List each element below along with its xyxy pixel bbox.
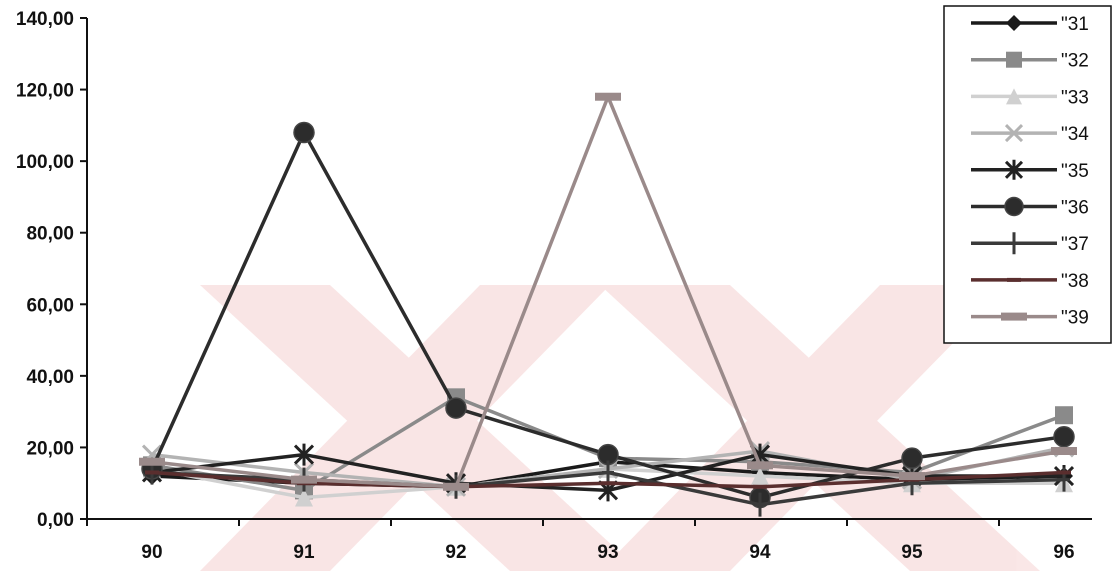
y-tick-label: 0,00 (37, 510, 74, 531)
data-point (595, 92, 621, 101)
legend-item: "31 (971, 14, 1089, 35)
legend-label: "37 (1061, 234, 1089, 255)
data-point (747, 461, 773, 470)
legend-label: "32 (1061, 51, 1089, 72)
y-tick-label: 60,00 (26, 295, 74, 316)
data-point (295, 488, 313, 507)
legend-label: "31 (1061, 14, 1089, 35)
data-point (1006, 88, 1022, 105)
data-point (1055, 406, 1073, 425)
legend-item: "33 (971, 87, 1089, 108)
legend-item: "37 (971, 232, 1089, 255)
legend-item: "36 (971, 196, 1089, 219)
series-lines (139, 92, 1077, 517)
x-tick-label: 93 (597, 542, 618, 563)
y-tick-label: 80,00 (26, 224, 74, 245)
data-point (1004, 159, 1024, 180)
data-point (751, 467, 769, 486)
data-point (899, 472, 925, 481)
data-point (602, 460, 614, 485)
data-point (1004, 196, 1024, 217)
legend-item: "34 (971, 124, 1089, 145)
x-tick-label: 95 (901, 542, 923, 563)
legend-label: "39 (1061, 308, 1089, 329)
data-point (1009, 232, 1019, 255)
data-point (1001, 312, 1027, 321)
y-tick-label: 120,00 (16, 81, 74, 102)
y-tick-label: 100,00 (16, 152, 74, 173)
x-tick-label: 91 (293, 542, 315, 563)
x-tick-label: 96 (1053, 542, 1074, 563)
legend-item: "32 (971, 51, 1089, 72)
data-point (1006, 51, 1022, 68)
data-point (1053, 425, 1075, 448)
legend-item: "39 (971, 308, 1089, 329)
data-point (1057, 470, 1071, 475)
data-point (1004, 124, 1024, 143)
legend-label: "33 (1061, 87, 1089, 108)
legend-label: "34 (1061, 124, 1089, 145)
x-axis-ticks: 90 91 92 93 94 95 96 (86, 519, 1075, 563)
watermark (200, 285, 1040, 571)
data-point (139, 457, 165, 466)
data-point (601, 481, 615, 486)
y-tick-label: 40,00 (26, 367, 74, 388)
data-point (445, 397, 467, 419)
data-point (291, 475, 317, 484)
legend: "31 "32 "33 "34 "35 "36 "37 "38 "39 (943, 5, 1112, 344)
data-point (443, 482, 469, 491)
legend-label: "38 (1061, 271, 1089, 292)
y-tick-label: 140,00 (16, 9, 74, 30)
legend-item: "38 (971, 271, 1089, 292)
data-point (293, 443, 315, 466)
data-point (1007, 277, 1021, 282)
data-point (754, 492, 766, 517)
legend-item: "35 (971, 159, 1089, 182)
data-point (901, 447, 923, 469)
legend-label: "35 (1061, 161, 1089, 182)
data-point (1006, 15, 1022, 31)
data-point (293, 121, 315, 144)
x-tick-label: 92 (445, 542, 466, 563)
x-tick-label: 94 (749, 542, 771, 563)
series-line-9 (139, 92, 1077, 491)
data-point (1051, 447, 1077, 456)
y-tick-label: 20,00 (26, 438, 74, 459)
x-tick-label: 90 (141, 542, 162, 563)
data-point (753, 484, 767, 489)
legend-box (943, 5, 1112, 344)
legend-label: "36 (1061, 198, 1089, 219)
y-axis-ticks: 0,00 20,00 40,00 60,00 80,00 100,00 120,00 140,… (16, 9, 87, 531)
data-point (145, 470, 159, 475)
